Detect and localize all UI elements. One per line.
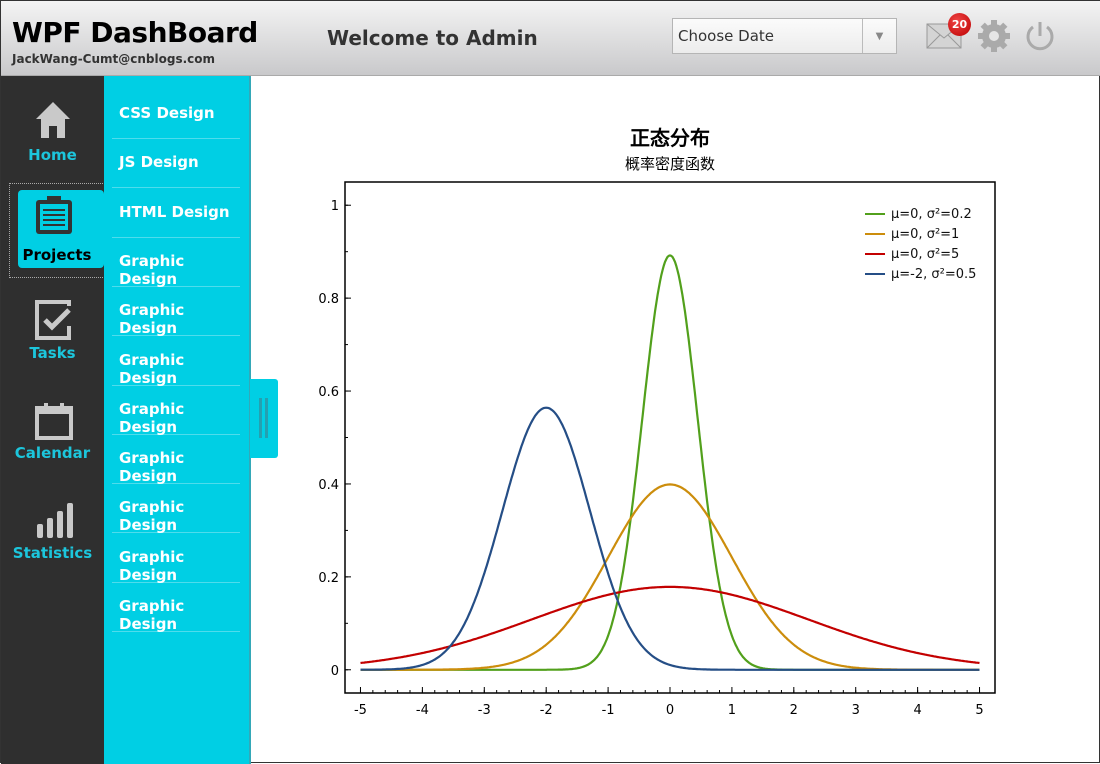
x-tick-label: 2 [790, 703, 798, 718]
sidebar-item-projects[interactable]: Projects [9, 183, 105, 278]
series-line [360, 406, 980, 671]
legend-swatch [865, 213, 885, 215]
series-line [360, 585, 980, 665]
submenu-item[interactable]: Graphic Design [112, 238, 240, 288]
sidebar-item-label: Tasks [29, 344, 76, 362]
legend-swatch [865, 233, 885, 235]
home-icon [36, 102, 70, 138]
y-tick-label: 0 [331, 664, 339, 679]
gear-icon[interactable] [977, 19, 1011, 53]
sidebar-item-home[interactable]: Home [1, 84, 104, 174]
power-icon[interactable] [1024, 19, 1056, 53]
x-tick-label: -4 [416, 703, 429, 718]
app-subtitle: JackWang-Cumt@cnblogs.com [12, 52, 216, 66]
x-tick-label: -3 [478, 703, 491, 718]
x-tick-label: 4 [913, 703, 921, 718]
legend-swatch [865, 273, 885, 275]
submenu-item[interactable]: JS Design [112, 139, 240, 189]
sidebar: Home Projects Tasks Calendar Statistics [1, 76, 105, 764]
series-line [360, 254, 980, 671]
clipboard-icon [36, 196, 72, 234]
chevron-down-icon[interactable]: ▼ [862, 19, 896, 53]
y-tick-label: 0.4 [318, 478, 339, 493]
y-tick-label: 0.2 [318, 571, 339, 586]
sidebar-item-label: Calendar [14, 444, 91, 462]
sidebar-item-label: Statistics [12, 544, 93, 562]
y-tick-label: 0.6 [318, 385, 339, 400]
mail-badge: 20 [948, 13, 971, 36]
x-tick-label: 0 [666, 703, 674, 718]
date-select-value: Choose Date [678, 27, 774, 45]
chart-legend: μ=0, σ²=0.2 μ=0, σ²=1 μ=0, σ²=5 μ=-2, σ²=0.… [865, 204, 976, 284]
legend-label: μ=-2, σ²=0.5 [891, 266, 977, 282]
submenu-item[interactable]: Graphic Design [112, 287, 240, 337]
submenu-item[interactable]: Graphic Design [112, 484, 240, 534]
splitter-handle[interactable] [250, 379, 278, 458]
x-tick-label: 3 [852, 703, 860, 718]
x-tick-label: -2 [540, 703, 553, 718]
submenu-item[interactable]: Graphic Design [112, 386, 240, 436]
checkbox-icon [35, 300, 71, 340]
x-tick-label: 5 [975, 703, 983, 718]
chart-title: 正态分布 [630, 126, 710, 150]
sidebar-item-calendar[interactable]: Calendar [1, 384, 104, 474]
date-select[interactable]: Choose Date ▼ [672, 18, 897, 54]
submenu-item[interactable]: Graphic Design [112, 534, 240, 584]
sidebar-item-label: Projects [22, 246, 92, 264]
y-tick-label: 1 [331, 199, 339, 214]
x-tick-label: -1 [602, 703, 615, 718]
submenu-item[interactable]: Graphic Design [112, 337, 240, 387]
x-tick-label: 1 [728, 703, 736, 718]
legend-label: μ=0, σ²=0.2 [891, 206, 972, 222]
submenu-item[interactable]: CSS Design [112, 90, 240, 139]
sidebar-item-label: Home [28, 146, 77, 164]
submenu-item[interactable]: HTML Design [112, 189, 240, 238]
app-title: WPF DashBoard [12, 16, 258, 49]
legend-label: μ=0, σ²=5 [891, 246, 960, 262]
y-tick-label: 0.8 [318, 292, 339, 307]
legend-item: μ=-2, σ²=0.5 [865, 264, 976, 284]
calendar-icon [35, 403, 73, 440]
sidebar-item-statistics[interactable]: Statistics [1, 484, 104, 574]
bar-chart-icon [37, 503, 73, 538]
x-tick-label: -5 [354, 703, 367, 718]
submenu: CSS Design JS Design HTML Design Graphic De… [104, 76, 251, 764]
sidebar-item-tasks[interactable]: Tasks [1, 284, 104, 374]
legend-swatch [865, 253, 885, 255]
legend-item: μ=0, σ²=0.2 [865, 204, 976, 224]
legend-item: μ=0, σ²=5 [865, 244, 976, 264]
submenu-item[interactable]: Graphic Design [112, 583, 240, 633]
legend-item: μ=0, σ²=1 [865, 224, 976, 244]
welcome-text: Welcome to Admin [327, 26, 538, 50]
header: WPF DashBoard JackWang-Cumt@cnblogs.com … [1, 1, 1100, 76]
submenu-item[interactable]: Graphic Design [112, 435, 240, 485]
legend-label: μ=0, σ²=1 [891, 226, 960, 242]
chart-subtitle: 概率密度函数 [624, 155, 715, 173]
